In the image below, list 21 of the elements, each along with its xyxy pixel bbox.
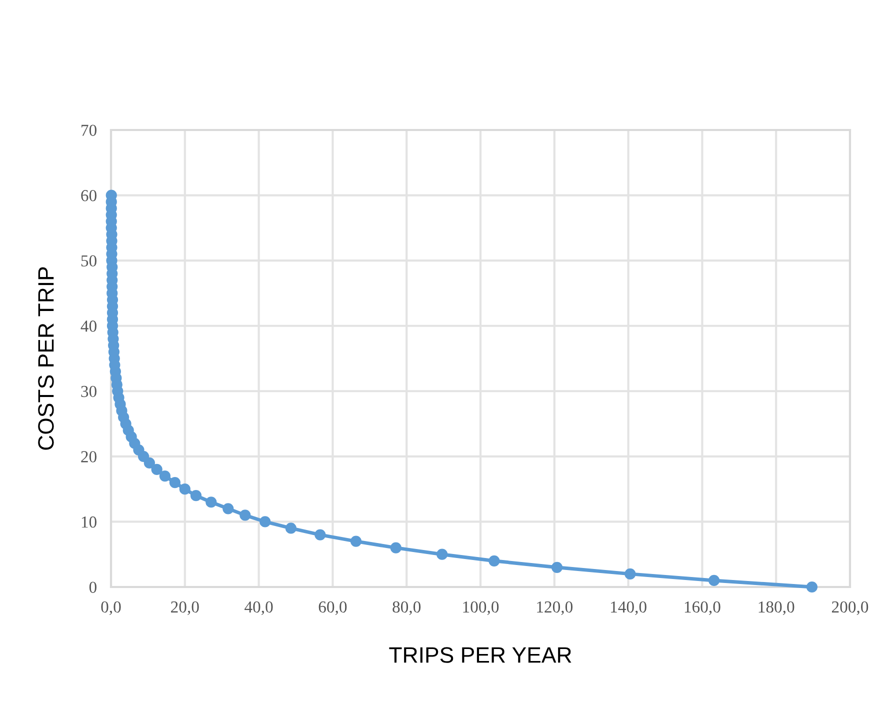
x-axis-title: TRIPS PER YEAR — [389, 647, 572, 663]
x-tick-label: 120,0 — [537, 601, 573, 616]
y-tick-label: 20 — [81, 451, 96, 462]
y-tick-label: 50 — [81, 255, 96, 267]
y-axis-title: COSTS PER TRIP — [38, 267, 54, 450]
x-tick-label: 0,0 — [101, 601, 121, 616]
x-tick-label: 20,0 — [171, 601, 199, 616]
x-tick-label: 140,0 — [611, 601, 646, 616]
x-tick-label: 60,0 — [318, 601, 347, 616]
x-tick-label: 200,0 — [832, 601, 868, 616]
x-tick-label: 160,0 — [684, 601, 720, 616]
y-tick-label: 0 — [89, 582, 96, 593]
x-tick-label: 40,0 — [244, 601, 273, 616]
x-tick-label: 180,0 — [758, 601, 794, 616]
y-tick-label: 40 — [80, 320, 96, 332]
y-tick-label: 10 — [82, 516, 96, 528]
x-tick-label: 80,0 — [392, 601, 421, 616]
x-tick-label: 100,0 — [463, 601, 499, 616]
y-tick-label: 70 — [82, 124, 96, 136]
y-tick-label: 30 — [81, 386, 96, 398]
y-tick-label: 60 — [81, 190, 96, 202]
